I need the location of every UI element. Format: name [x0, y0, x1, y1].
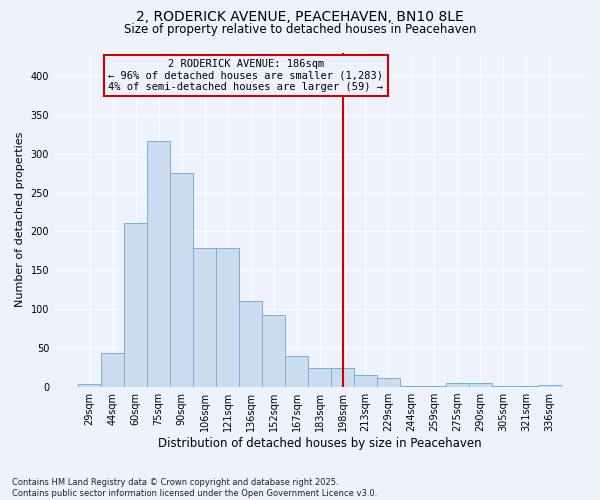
Bar	[170, 173, 193, 387]
Bar	[354, 376, 377, 387]
Y-axis label: Number of detached properties: Number of detached properties	[15, 132, 25, 308]
Bar	[193, 248, 216, 387]
Bar	[377, 378, 400, 387]
Bar	[400, 386, 423, 387]
Bar	[285, 356, 308, 387]
Bar	[446, 383, 469, 387]
Text: Size of property relative to detached houses in Peacehaven: Size of property relative to detached ho…	[124, 22, 476, 36]
Bar	[147, 141, 170, 387]
Bar	[515, 386, 538, 387]
Bar	[262, 314, 285, 387]
Bar	[492, 386, 515, 387]
X-axis label: Distribution of detached houses by size in Peacehaven: Distribution of detached houses by size …	[158, 437, 481, 450]
Bar	[469, 383, 492, 387]
Text: Contains HM Land Registry data © Crown copyright and database right 2025.
Contai: Contains HM Land Registry data © Crown c…	[12, 478, 377, 498]
Bar	[101, 353, 124, 387]
Bar	[331, 368, 354, 387]
Bar	[538, 384, 561, 387]
Text: 2, RODERICK AVENUE, PEACEHAVEN, BN10 8LE: 2, RODERICK AVENUE, PEACEHAVEN, BN10 8LE	[136, 10, 464, 24]
Bar	[239, 302, 262, 387]
Bar	[423, 386, 446, 387]
Text: 2 RODERICK AVENUE: 186sqm
← 96% of detached houses are smaller (1,283)
4% of sem: 2 RODERICK AVENUE: 186sqm ← 96% of detac…	[109, 58, 383, 92]
Bar	[124, 223, 147, 387]
Bar	[216, 248, 239, 387]
Bar	[308, 368, 331, 387]
Bar	[78, 384, 101, 387]
